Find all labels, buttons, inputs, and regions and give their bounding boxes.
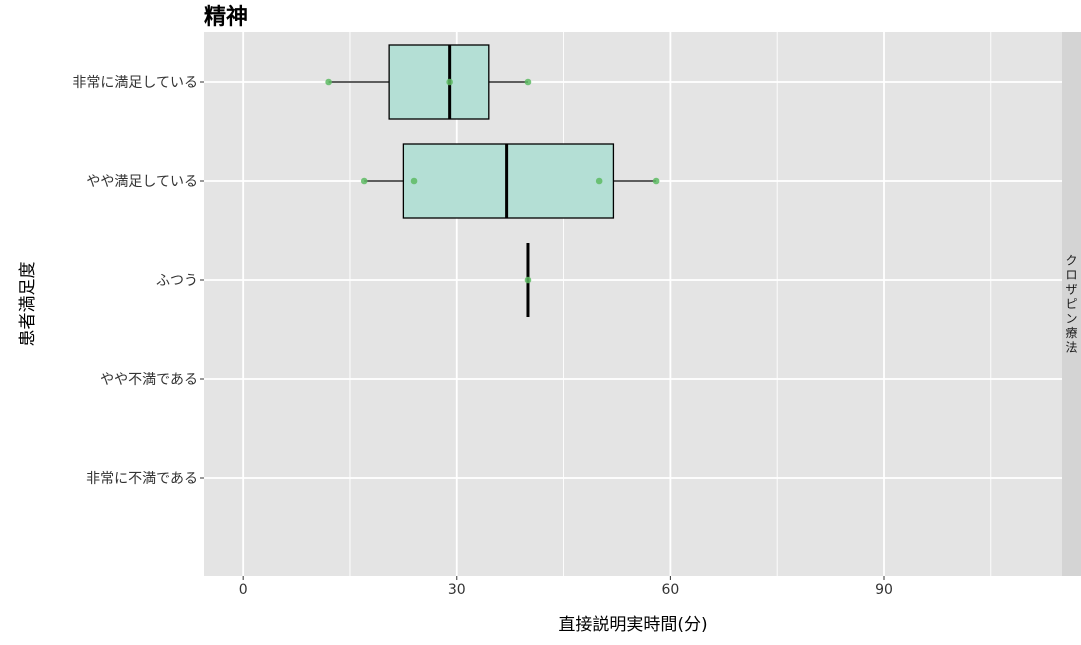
data-point bbox=[325, 78, 332, 86]
facet-strip bbox=[1062, 32, 1081, 576]
y-tick-label: やや不満である bbox=[100, 372, 198, 388]
facet-strip-char: 法 bbox=[1065, 340, 1077, 354]
facet-strip-char: ピ bbox=[1065, 297, 1077, 311]
box-iqr bbox=[388, 44, 490, 120]
box-iqr bbox=[402, 143, 615, 219]
facet-strip-label: クロザピン療法 bbox=[1065, 253, 1077, 354]
data-point bbox=[524, 78, 532, 86]
x-tick-label: 90 bbox=[875, 582, 893, 598]
chart-title: 精神 bbox=[204, 4, 248, 30]
data-point bbox=[524, 276, 532, 284]
x-tick-label: 30 bbox=[448, 582, 466, 598]
y-tick-label: 非常に満足している bbox=[72, 75, 198, 91]
facet-strip-char: ロ bbox=[1065, 268, 1077, 282]
box-group bbox=[325, 44, 532, 120]
x-tick-label: 60 bbox=[661, 582, 679, 598]
data-point bbox=[410, 177, 418, 185]
grid-lines bbox=[204, 32, 1062, 576]
facet-strip-char: ン bbox=[1065, 311, 1077, 325]
panel-background bbox=[204, 32, 1062, 576]
data-point bbox=[446, 78, 453, 86]
y-axis-title: 患者満足度 bbox=[18, 262, 38, 347]
data-point bbox=[652, 177, 660, 185]
facet-strip-text: クロザピン療法 bbox=[1065, 253, 1077, 354]
facet-strip-char: 療 bbox=[1065, 326, 1077, 340]
y-tick-label: 非常に不満である bbox=[86, 471, 198, 487]
facet-strip-char: ザ bbox=[1065, 282, 1077, 296]
x-axis-title: 直接説明実時間(分) bbox=[558, 615, 707, 635]
data-point bbox=[595, 177, 603, 185]
box-group bbox=[524, 243, 532, 317]
facet-strip-char: ク bbox=[1065, 253, 1077, 267]
boxes bbox=[325, 44, 660, 317]
y-tick-label: やや満足している bbox=[86, 174, 198, 190]
y-tick-label: ふつう bbox=[156, 273, 198, 289]
box-group bbox=[360, 143, 660, 219]
data-point bbox=[360, 177, 368, 185]
x-tick-label: 0 bbox=[239, 582, 248, 598]
